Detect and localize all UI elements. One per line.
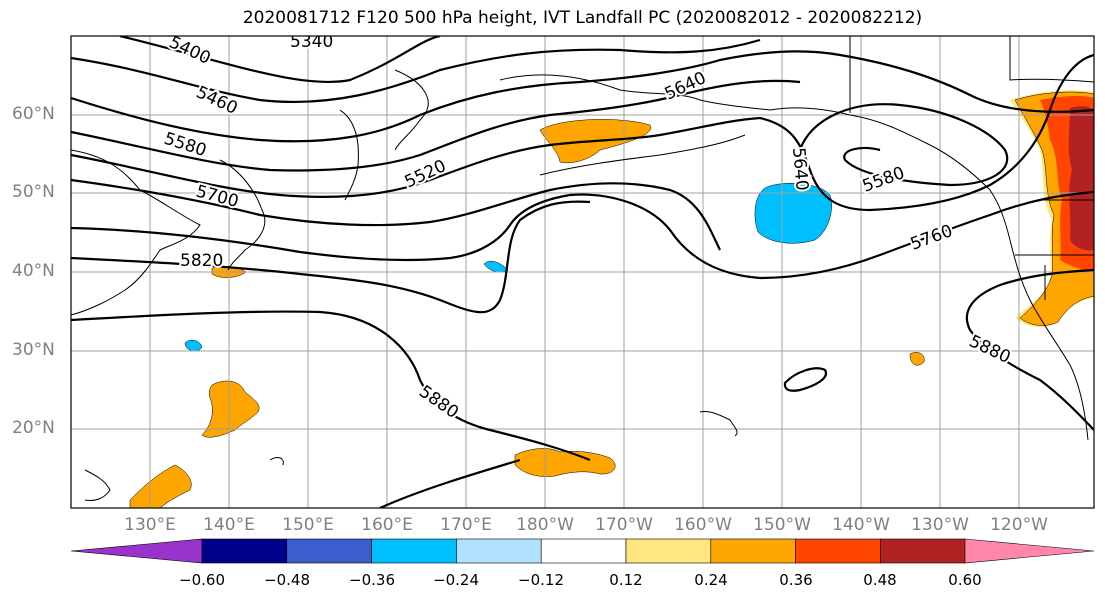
contour-5820 — [71, 200, 591, 314]
height-contours — [71, 36, 1094, 508]
lon-label: 170°W — [595, 515, 653, 535]
colorbar-tick: 0.36 — [779, 571, 813, 589]
lon-label: 130°E — [124, 515, 176, 535]
colorbar-tick: −0.36 — [349, 571, 395, 589]
colorbar-tick: 0.12 — [609, 571, 643, 589]
contour-5640 — [759, 53, 1094, 212]
map-title: 2020081712 F120 500 hPa height, IVT Land… — [242, 8, 923, 28]
colorbar-bin — [540, 538, 627, 564]
lon-label: 150°W — [753, 515, 811, 535]
colorbar-bin — [371, 538, 457, 564]
contour-5880 — [71, 310, 591, 462]
ivt-negative-gulf — [754, 183, 832, 244]
contour-label: 5640 — [788, 147, 812, 192]
graticule — [71, 36, 1094, 508]
map-frame — [70, 35, 1095, 509]
colorbar-bin — [625, 538, 712, 564]
colorbar-tick: −0.48 — [264, 571, 310, 589]
contour-5520 — [71, 79, 801, 172]
colorbar-tick: −0.24 — [433, 571, 479, 589]
lon-label: 160°E — [361, 515, 413, 535]
ivt-positive-south — [129, 464, 192, 508]
lon-label: 170°E — [440, 515, 492, 535]
lon-label: 120°W — [990, 515, 1048, 535]
lon-label: 130°W — [911, 515, 969, 535]
contour-label: 5820 — [180, 251, 223, 271]
contour-5580-alaska — [798, 103, 1009, 187]
contour-5760 — [71, 190, 1094, 280]
contour-5340 — [119, 36, 441, 84]
colorbar-tick: 0.24 — [694, 571, 728, 589]
contour-5400 — [71, 38, 761, 104]
colorbar-extend-high — [964, 538, 1095, 564]
ivt-positive-hawaii-south — [514, 448, 616, 477]
contour-5700 — [71, 178, 721, 251]
lon-label: 140°W — [832, 515, 890, 535]
contour-5880-south — [379, 458, 521, 508]
lon-label: 140°E — [203, 515, 255, 535]
lon-label: 160°W — [674, 515, 732, 535]
ivt-negative-small2 — [184, 339, 203, 352]
ivt-shading — [129, 90, 1094, 508]
contour-label: 5340 — [290, 32, 333, 52]
colorbar-tick: −0.12 — [518, 571, 564, 589]
lat-label: 40°N — [12, 261, 55, 281]
colorbar-tick: 0.48 — [863, 571, 897, 589]
coastlines — [71, 36, 1094, 501]
ivt-negative-small — [483, 260, 509, 273]
lat-label: 20°N — [12, 418, 55, 438]
colorbar — [70, 538, 1095, 564]
ivt-positive-japan — [201, 380, 260, 438]
colorbar-extend-low — [70, 538, 203, 564]
colorbar-bin — [201, 538, 288, 564]
lat-label: 60°N — [12, 104, 55, 124]
colorbar-tick: −0.60 — [179, 571, 225, 589]
colorbar-bin — [880, 538, 966, 564]
colorbar-tick: 0.60 — [948, 571, 982, 589]
lat-label: 50°N — [12, 182, 55, 202]
colorbar-bin — [286, 538, 372, 564]
colorbar-bin — [456, 538, 542, 564]
colorbar-bin — [710, 538, 796, 564]
lat-label: 30°N — [12, 340, 55, 360]
contour-5880-closed — [783, 367, 828, 392]
colorbar-bin — [795, 538, 881, 564]
lon-label: 150°E — [282, 515, 334, 535]
contour-5880-east — [965, 268, 1094, 431]
contour-5460 — [71, 50, 1094, 143]
lon-label: 180°W — [516, 515, 574, 535]
contour-5580 — [71, 116, 761, 198]
